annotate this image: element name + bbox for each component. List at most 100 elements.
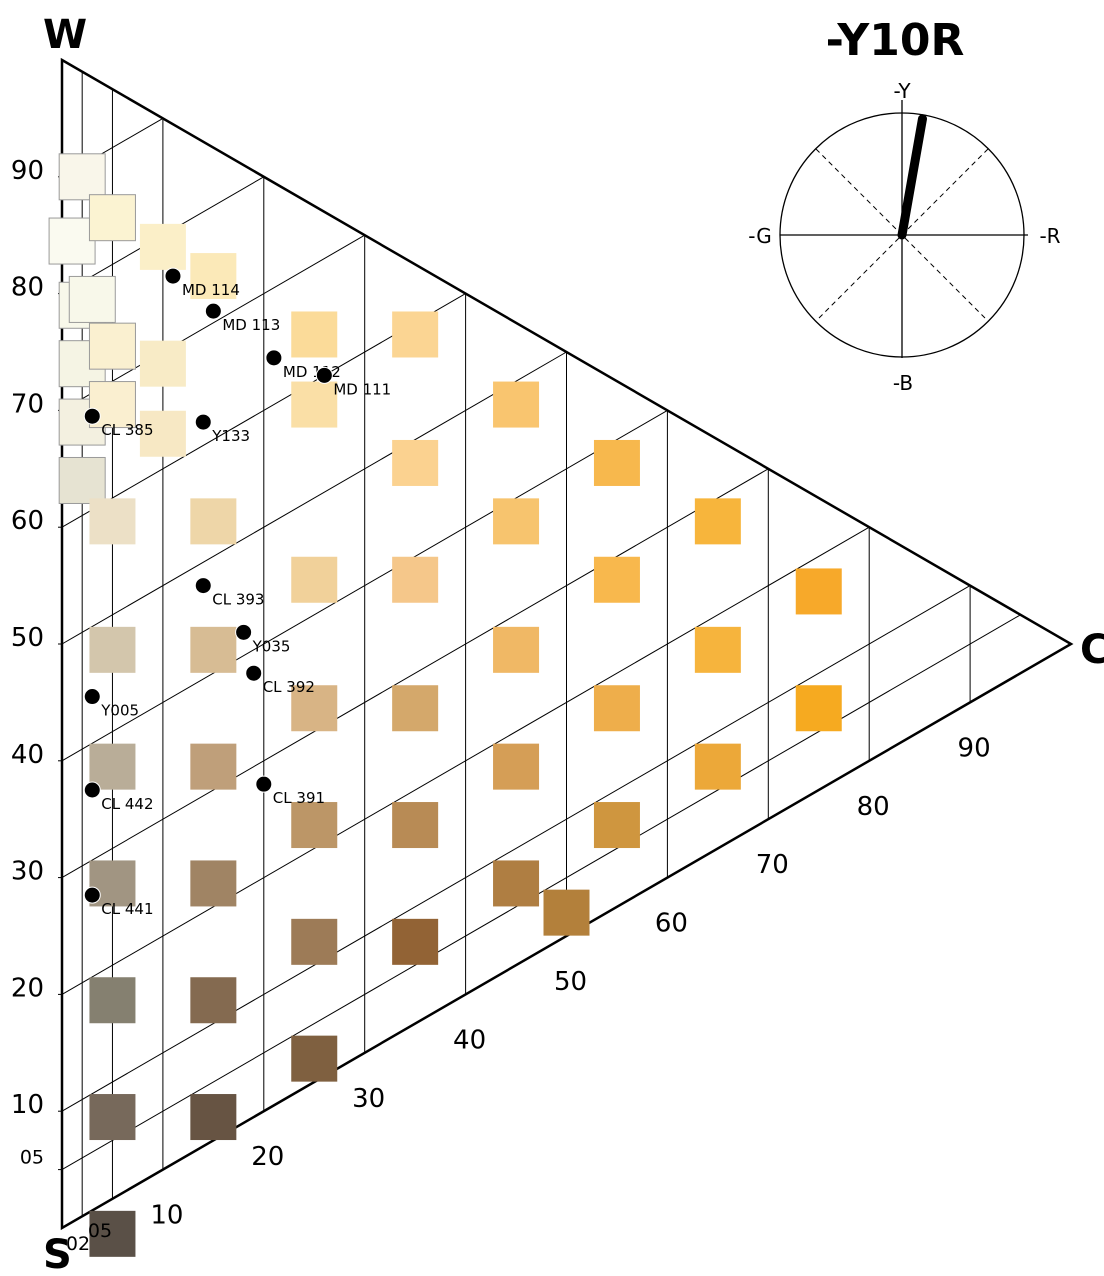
chromaticness-tick-label: 60 xyxy=(655,909,688,939)
color-swatch xyxy=(190,253,237,300)
whiteness-tick-label: 80 xyxy=(11,273,44,303)
chromaticness-tick-label: 02 xyxy=(66,1233,90,1255)
color-swatch xyxy=(392,556,439,603)
whiteness-gridline xyxy=(61,409,668,762)
vertex-white-label: W xyxy=(43,12,87,58)
triangle-grid xyxy=(58,57,1074,1231)
color-swatch xyxy=(58,153,106,201)
sample-label: CL 442 xyxy=(101,795,153,813)
sample-dot xyxy=(83,407,101,425)
chromaticness-tick-label: 70 xyxy=(756,850,789,880)
chromaticness-tick-label: 90 xyxy=(958,733,991,763)
whiteness-gridline xyxy=(61,351,567,645)
sample-label: MD 114 xyxy=(182,281,240,299)
whiteness-tick-label: 30 xyxy=(11,857,44,887)
color-swatch xyxy=(795,568,842,615)
vertex-chromatic-label: C xyxy=(1080,627,1104,673)
chromaticness-tick-label: 50 xyxy=(554,967,587,997)
sample-label: CL 393 xyxy=(212,591,264,609)
sample-label: CL 392 xyxy=(263,678,315,696)
whiteness-tick-label: 10 xyxy=(11,1090,44,1120)
color-swatch xyxy=(88,194,136,242)
whiteness-gridline xyxy=(61,614,1021,1171)
sample-dot xyxy=(235,623,253,641)
sample-dot xyxy=(83,886,101,904)
color-swatch xyxy=(190,626,237,673)
sample-dot xyxy=(194,577,212,595)
color-swatch xyxy=(190,1094,237,1141)
color-swatch xyxy=(543,889,590,936)
sample-label: Y133 xyxy=(211,427,250,445)
sample-label: Y005 xyxy=(100,702,139,720)
color-swatch xyxy=(89,977,136,1024)
whiteness-tick-label: 40 xyxy=(11,740,44,770)
color-swatch xyxy=(291,918,338,965)
sample-label: Y035 xyxy=(252,637,291,655)
color-swatch xyxy=(89,743,136,790)
whiteness-tick-label: 70 xyxy=(11,389,44,419)
color-swatch xyxy=(291,381,338,428)
sample-label: CL 391 xyxy=(273,789,325,807)
sample-dot xyxy=(245,664,263,682)
color-swatch xyxy=(694,498,741,545)
color-swatch xyxy=(190,498,237,545)
color-swatch xyxy=(493,860,540,907)
sample-dot xyxy=(255,775,273,793)
swatch-layer xyxy=(48,153,842,1257)
color-swatch xyxy=(139,410,186,457)
sample-dot xyxy=(265,349,283,367)
color-swatch xyxy=(493,381,540,428)
chromaticness-tick-label: 05 xyxy=(88,1220,112,1242)
chromaticness-tick-label: 40 xyxy=(453,1025,486,1055)
color-swatch xyxy=(795,685,842,732)
color-swatch xyxy=(68,275,116,323)
whiteness-tick-label: 50 xyxy=(11,623,44,653)
hue-center-dot xyxy=(898,231,906,239)
sample-dot xyxy=(83,781,101,799)
color-swatch xyxy=(190,860,237,907)
color-swatch xyxy=(392,802,439,849)
whiteness-gridline xyxy=(61,585,971,1112)
color-swatch xyxy=(593,556,640,603)
sample-dot xyxy=(194,413,212,431)
sample-dot xyxy=(204,302,222,320)
color-swatch xyxy=(593,685,640,732)
color-swatch xyxy=(493,626,540,673)
color-swatch xyxy=(58,456,106,504)
sample-label: CL 441 xyxy=(101,900,153,918)
chromaticness-tick-label: 10 xyxy=(150,1201,183,1231)
hue-circle: -Y -B -G -R xyxy=(748,79,1060,395)
color-swatch xyxy=(139,223,186,270)
hue-label-top: -Y xyxy=(893,79,911,103)
whiteness-tick-label: 90 xyxy=(11,156,44,186)
whiteness-gridline xyxy=(61,526,870,995)
color-swatch xyxy=(48,217,96,265)
color-swatch xyxy=(291,685,338,732)
chromaticness-tick-label: 30 xyxy=(352,1084,385,1114)
color-swatch xyxy=(392,685,439,732)
whiteness-tick-label: 05 xyxy=(20,1147,44,1169)
color-swatch xyxy=(190,977,237,1024)
color-swatch xyxy=(89,498,136,545)
color-swatch xyxy=(392,439,439,486)
sample-dot xyxy=(83,688,101,706)
hue-label-bottom: -B xyxy=(893,371,913,395)
color-swatch xyxy=(291,1035,338,1082)
color-swatch xyxy=(694,743,741,790)
chromaticness-tick-label: 80 xyxy=(857,792,890,822)
color-swatch xyxy=(190,743,237,790)
color-swatch xyxy=(392,918,439,965)
color-swatch xyxy=(694,626,741,673)
color-swatch xyxy=(593,439,640,486)
whiteness-gridline xyxy=(61,468,769,879)
color-swatch xyxy=(89,626,136,673)
sample-dot xyxy=(164,267,182,285)
sample-label: MD 111 xyxy=(333,380,391,398)
color-swatch xyxy=(88,322,136,370)
color-swatch xyxy=(291,311,338,358)
chromaticness-tick-label: 20 xyxy=(251,1142,284,1172)
color-swatch xyxy=(89,1210,136,1257)
color-swatch xyxy=(291,802,338,849)
color-swatch xyxy=(392,311,439,358)
